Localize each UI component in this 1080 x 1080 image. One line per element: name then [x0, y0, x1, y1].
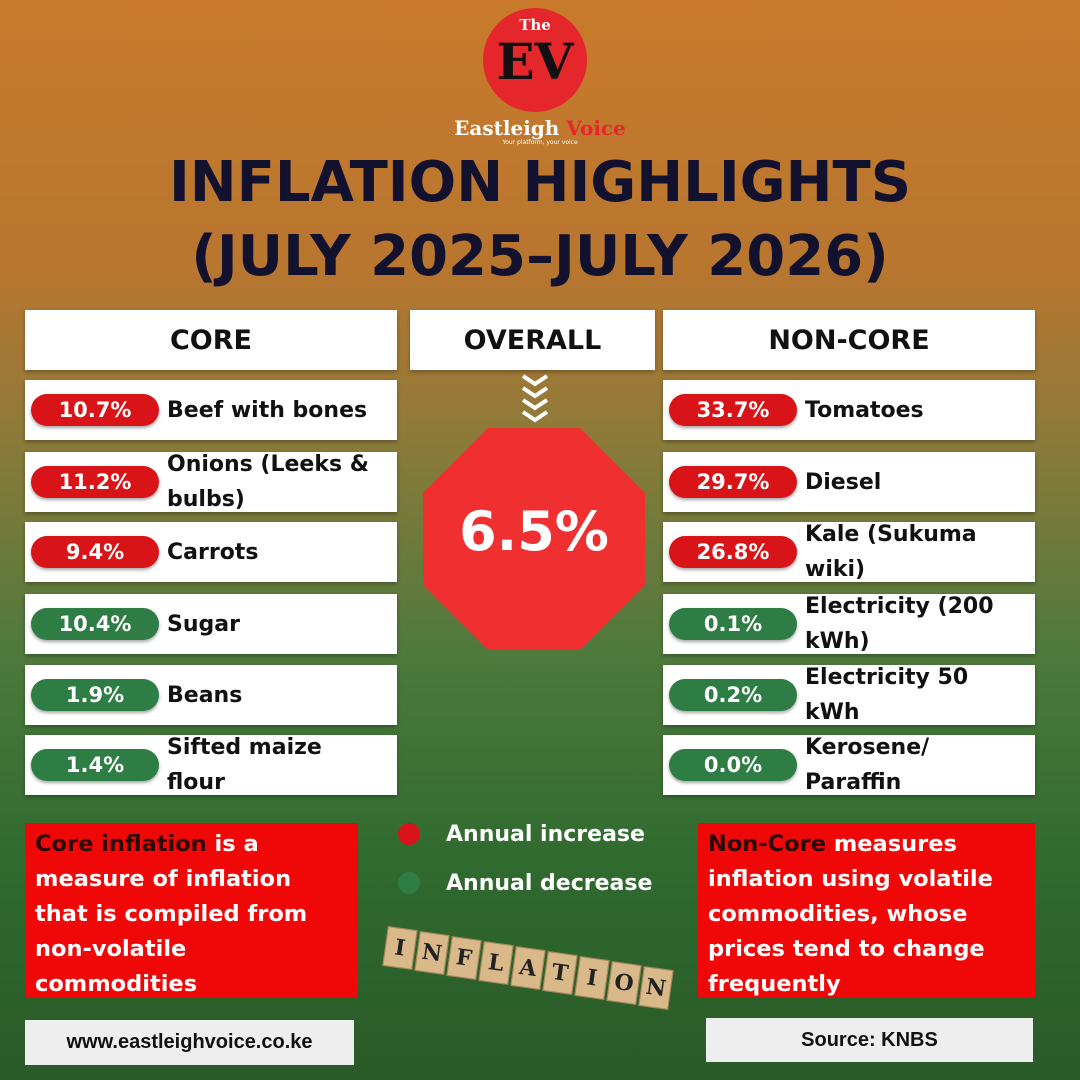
letter-block: F	[446, 936, 482, 980]
legend-label: Annual increase	[446, 821, 645, 847]
legend-item: Annual increase	[398, 818, 668, 850]
note-text: measures inflation using volatile commod…	[708, 831, 993, 997]
logo-mark: EV	[496, 32, 574, 91]
item-label: Diesel	[805, 469, 882, 495]
letter-block: O	[606, 961, 642, 1005]
value-pill: 0.0%	[669, 749, 797, 781]
legend-label: Annual decrease	[446, 870, 653, 896]
item-row: 1.9% Beans	[25, 665, 397, 725]
value-pill: 9.4%	[31, 536, 159, 568]
item-label: Beans	[167, 682, 243, 708]
item-label: Sifted maize flour	[167, 735, 322, 795]
core-note: Core inflation is a measure of inflation…	[25, 823, 358, 997]
value-pill: 29.7%	[669, 466, 797, 498]
title: INFLATION HIGHLIGHTS (JULY 2025–JULY 202…	[0, 146, 1080, 294]
item-row: 10.4% Sugar	[25, 594, 397, 654]
item-row: 1.4% Sifted maize flour	[25, 735, 397, 795]
overall-value: 6.5%	[459, 500, 609, 563]
item-row: 11.2% Onions (Leeks & bulbs)	[25, 452, 397, 512]
letter-block: A	[510, 946, 546, 990]
legend-item: Annual decrease	[398, 867, 668, 899]
letter-block: N	[414, 931, 450, 975]
legend-dot	[398, 823, 420, 845]
value-pill: 11.2%	[31, 466, 159, 498]
item-label: Onions (Leeks & bulbs)	[167, 452, 369, 512]
item-label: Sugar	[167, 611, 240, 637]
item-label: Kerosene/ Paraffin	[805, 735, 930, 795]
value-pill: 0.1%	[669, 608, 797, 640]
logo-name: Eastleigh Voice	[440, 116, 640, 140]
logo-tagline: Your platform, your voice	[502, 139, 578, 146]
note-term: Non-Core	[708, 831, 826, 857]
item-row: 0.1% Electricity (200 kWh)	[663, 594, 1035, 654]
item-row: 29.7% Diesel	[663, 452, 1035, 512]
letter-block: I	[574, 956, 610, 1000]
value-pill: 26.8%	[669, 536, 797, 568]
letter-block: T	[542, 951, 578, 995]
letter-block: L	[478, 941, 514, 985]
logo-name-2: Voice	[566, 116, 626, 140]
item-row: 26.8% Kale (Sukuma wiki)	[663, 522, 1035, 582]
value-pill: 33.7%	[669, 394, 797, 426]
chevrons	[521, 374, 549, 423]
logo-badge: The EV	[483, 8, 587, 112]
octagon	[423, 428, 645, 650]
value-pill: 10.7%	[31, 394, 159, 426]
title-line: INFLATION HIGHLIGHTS	[168, 150, 912, 215]
logo-the: The	[519, 16, 551, 34]
value-pill: 1.4%	[31, 749, 159, 781]
letter-block: N	[638, 966, 674, 1010]
note-text: is a measure of inflation that is compil…	[35, 831, 308, 997]
core-header: CORE	[25, 310, 397, 370]
item-label: Beef with bones	[167, 397, 368, 423]
item-row: 0.0% Kerosene/ Paraffin	[663, 735, 1035, 795]
value-pill: 1.9%	[31, 679, 159, 711]
item-label: Electricity (200 kWh)	[805, 594, 994, 654]
title-line: (JULY 2025–JULY 2026)	[191, 224, 889, 289]
item-row: 10.7% Beef with bones	[25, 380, 397, 440]
item-row: 9.4% Carrots	[25, 522, 397, 582]
item-label: Carrots	[167, 539, 259, 565]
legend-dot	[398, 872, 420, 894]
item-label: Electricity 50 kWh	[805, 665, 969, 725]
non-core-header: NON-CORE	[663, 310, 1035, 370]
non-core-note: Non-Core measures inflation using volati…	[698, 823, 1035, 997]
overall-octagon	[423, 428, 645, 650]
item-row: 33.7% Tomatoes	[663, 380, 1035, 440]
item-row: 0.2% Electricity 50 kWh	[663, 665, 1035, 725]
item-label: Tomatoes	[805, 397, 924, 423]
source: Source: KNBS	[706, 1018, 1033, 1062]
item-label: Kale (Sukuma wiki)	[805, 522, 977, 582]
website: www.eastleighvoice.co.ke	[25, 1020, 354, 1065]
note-term: Core inflation	[35, 831, 207, 857]
letter-block: I	[382, 926, 418, 970]
logo-name-1: Eastleigh	[454, 116, 560, 140]
value-pill: 0.2%	[669, 679, 797, 711]
overall-header: OVERALL	[410, 310, 655, 370]
value-pill: 10.4%	[31, 608, 159, 640]
